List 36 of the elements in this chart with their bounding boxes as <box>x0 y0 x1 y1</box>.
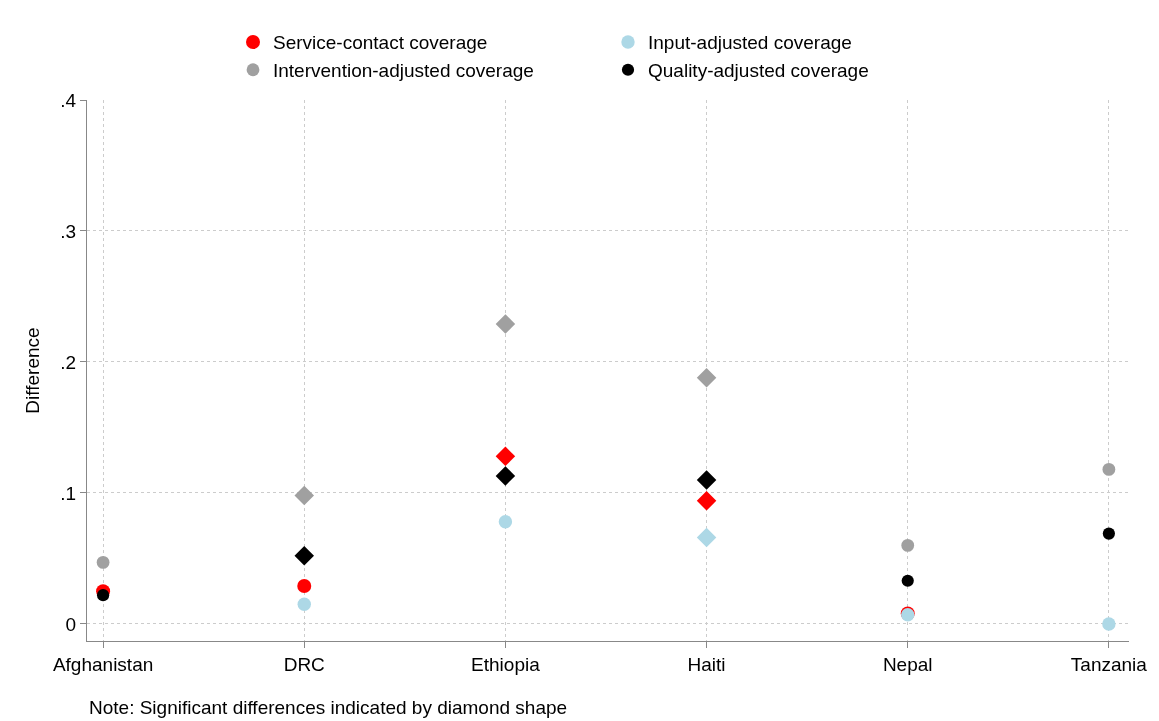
point <box>1102 617 1116 631</box>
point <box>294 485 314 506</box>
y-tick-label: 0 <box>65 613 77 635</box>
point <box>696 367 717 388</box>
point <box>96 556 110 569</box>
legend-label: Service-contact coverage <box>273 32 488 54</box>
x-tick-label: Tanzania <box>1070 653 1148 675</box>
point <box>901 538 915 552</box>
point <box>1102 527 1115 540</box>
point <box>498 515 513 529</box>
y-tick-label: .1 <box>60 482 77 504</box>
point <box>1102 463 1116 476</box>
point <box>294 546 314 566</box>
point <box>696 491 717 511</box>
legend-label: Input-adjusted coverage <box>648 32 852 54</box>
x-tick-label: Haiti <box>687 653 726 675</box>
point <box>97 589 110 602</box>
y-tick-label: .4 <box>60 89 77 111</box>
point <box>297 578 312 593</box>
point <box>696 527 717 548</box>
x-tick-label: Ethiopia <box>471 653 541 675</box>
y-tick-label: .3 <box>60 220 77 242</box>
point <box>696 470 717 490</box>
point <box>901 574 914 587</box>
point <box>495 446 516 467</box>
text: Note: Significant differences indicated by diamond shape <box>89 697 568 718</box>
y-axis-title: Difference <box>22 327 43 414</box>
point <box>297 597 311 612</box>
point <box>495 466 516 486</box>
legend-label: Intervention-adjusted coverage <box>273 60 534 82</box>
point <box>495 314 516 334</box>
x-tick-label: Nepal <box>882 653 933 675</box>
x-tick-label: Afghanistan <box>52 653 154 675</box>
y-tick-label: .2 <box>60 351 77 373</box>
x-tick-label: DRC <box>283 653 325 675</box>
legend-label: Quality-adjusted coverage <box>648 60 869 82</box>
